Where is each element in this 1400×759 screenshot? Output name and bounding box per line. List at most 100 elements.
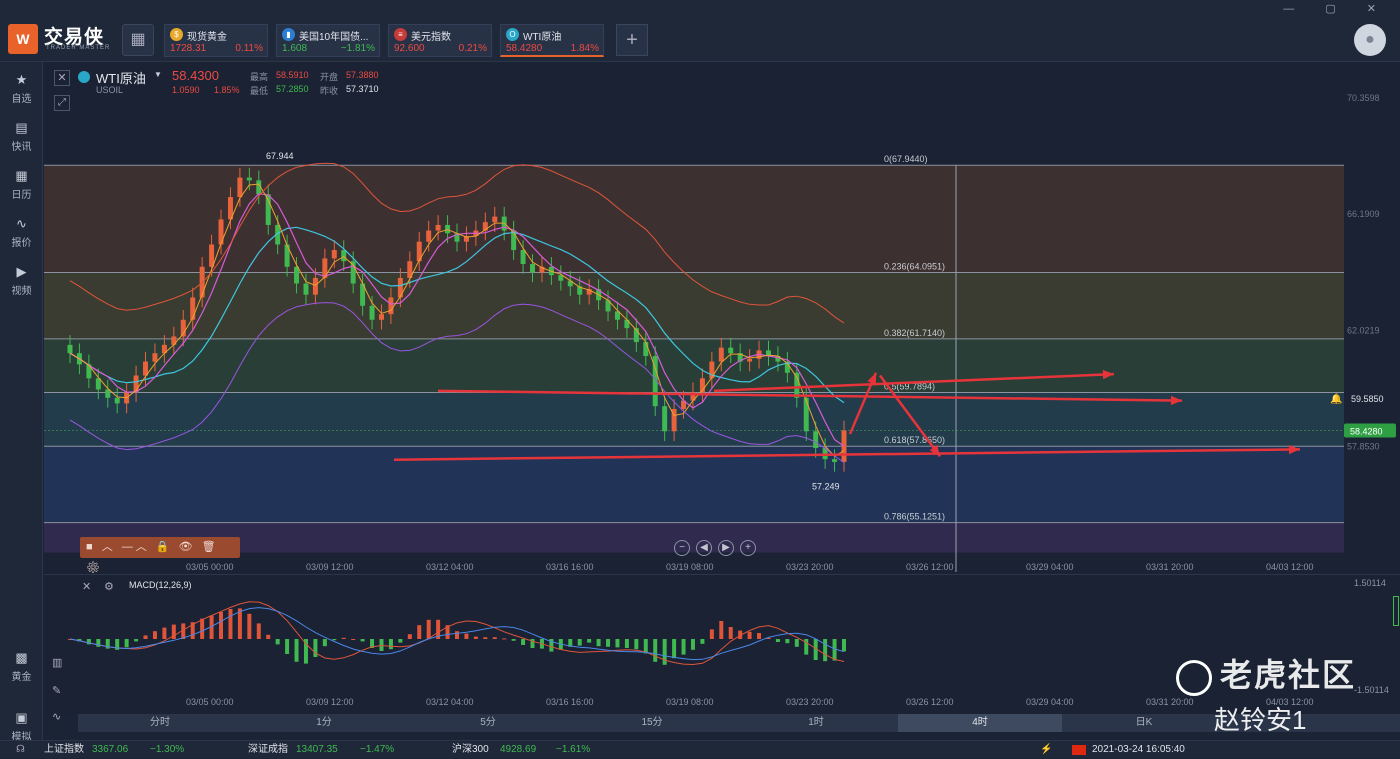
candle-body [218,219,224,245]
ticker-tab[interactable]: $ 现货黄金 1728.31 0.11% [164,24,268,57]
ticker-tab[interactable]: O WTI原油 58.4280 1.84% [500,24,604,57]
candle-body [511,230,517,251]
macd-bar [690,639,695,650]
timeframe-tab[interactable]: 1时 [808,717,824,728]
macd-bar [341,637,346,639]
macd-bar [417,625,422,639]
close-icon[interactable]: ✕ [82,581,92,593]
price-change: 1.0590 [172,85,200,95]
nav-button[interactable]: − [674,540,690,556]
sidebar-item[interactable]: ▣ 模拟 [0,710,43,743]
candle-body [586,289,592,295]
macd-axis-top: 1.50114 [1354,578,1386,588]
macd-bar [804,639,809,655]
price-axis-label: 70.3598 [1347,93,1380,103]
ticker-tab[interactable]: ≡ 美元指数 92.600 0.21% [388,24,492,57]
candle-body [265,194,271,225]
candle-body [652,356,658,407]
nav-button[interactable]: + [740,540,756,556]
macd-bar [672,639,677,659]
sidebar-item[interactable]: ▤ 快讯 [0,120,43,153]
macd-bar [407,634,412,639]
trend-arrow-upper-head [1170,395,1182,406]
price-axis-label: 66.1909 [1347,209,1380,219]
low-mark: 57.249 [812,481,840,491]
macd-x-label: 03/29 04:00 [1026,697,1074,707]
macd-bar [823,639,828,662]
candle-body [747,358,753,362]
fib-label: 0.236(64.0951) [884,262,945,272]
left-tool-1[interactable]: ▥ [52,657,63,669]
price-chart[interactable]: 0(67.9440) 0.236(64.0951) 0.382(61.7140) 0.… [44,62,1400,574]
macd-bar [105,639,110,649]
timeframe-tab[interactable]: 1分 [316,717,332,728]
candle-body [530,264,536,273]
app-title: 交易侠 [44,27,105,48]
candle-body [832,459,838,462]
headset-icon[interactable]: ☊ [16,744,25,755]
indicator-icon[interactable]: ∿ [52,711,62,723]
trend-arrow-mid-head [1102,369,1114,380]
candle-body [784,361,790,373]
window-controls[interactable]: — ▢ ✕ [1283,3,1390,15]
add-tab-button[interactable]: + [616,24,648,56]
drawing-toolbar[interactable]: ■ ︿ —︿ 🔒 👁 🗑 ⚙ [80,537,240,574]
x-axis-label: 03/05 00:00 [186,562,234,572]
grid-icon[interactable]: ▦ [122,24,154,56]
chart-header: WTI原油 ▼ USOIL 58.4300 1.0590 1.85% 最高 58… [50,68,450,96]
macd-bar [294,639,299,662]
gear-icon[interactable]: ⚙ [104,581,114,593]
candle-body [775,356,781,362]
macd-bar [370,639,375,648]
ticker-price: 1.608 [282,43,308,54]
macd-x-label: 03/09 12:00 [306,697,354,707]
tiger-logo-icon [1176,659,1212,696]
macd-panel[interactable]: 03/05 00:00 03/09 12:00 03/12 04:00 03/16 1… [44,574,1400,714]
ticker-tab[interactable]: ▮ 美国10年国债... 1.608 −1.81% [276,24,380,57]
candle-body [454,233,460,242]
sidebar-item[interactable]: ▦ 日历 [0,168,43,201]
sidebar-item-label: 黄金 [11,672,32,683]
macd-bar [247,613,252,639]
sz-index-change: −1.47% [360,744,395,755]
macd-bar [634,639,639,650]
timeframe-tab[interactable]: 日K [1135,717,1153,728]
candle-body [227,197,233,220]
timeframe-bar: 分时 1分 5分 15分 1时 4时 日K [78,714,1400,732]
datetime: 2021-03-24 16:05:40 [1092,744,1185,755]
candle-body [256,180,262,195]
symbol-name[interactable]: WTI原油 [96,71,146,86]
bell-icon: 🔔 [1330,393,1342,405]
ma-line-orange [69,183,845,458]
nav-button[interactable]: ▶ [718,540,734,556]
candle-body [143,361,149,376]
sh-index-value: 3367.06 [92,744,129,755]
scale-slider[interactable] [1393,596,1399,626]
candle-body [718,347,724,362]
timeframe-tab[interactable]: 5分 [480,717,496,728]
video-icon: ▶ [16,264,27,279]
user-icon[interactable]: ● [1354,24,1386,56]
chevron-down-icon[interactable]: ▼ [154,70,162,79]
candle-body [662,406,668,432]
sidebar-item[interactable]: ▶ 视频 [0,264,43,297]
price-axis-label: 57.8530 [1347,442,1380,452]
timeframe-tab[interactable]: 4时 [898,714,1062,732]
chart-canvas[interactable]: 0(67.9440) 0.236(64.0951) 0.382(61.7140) 0.… [44,62,1400,574]
macd-x-label: 03/31 20:00 [1146,697,1194,707]
timeframe-tab[interactable]: 15分 [641,717,663,728]
candle-body [360,283,366,306]
crosshair-icon[interactable]: ⤢ [54,95,70,111]
macd-bar [606,639,611,647]
close-icon[interactable]: ✕ [54,70,70,86]
macd-bar [483,637,488,639]
trend-arrow-mid [713,372,1115,393]
sidebar-item[interactable]: ∿ 报价 [0,216,43,249]
pencil-icon[interactable]: ✎ [52,685,62,697]
timeframe-tab[interactable]: 分时 [150,717,170,728]
candle-body [794,372,800,398]
sidebar-item[interactable]: ▩ 黄金 [0,650,43,683]
nav-button[interactable]: ◀ [696,540,712,556]
sidebar-item[interactable]: ★ 自选 [0,72,43,105]
macd-bar [653,639,658,662]
